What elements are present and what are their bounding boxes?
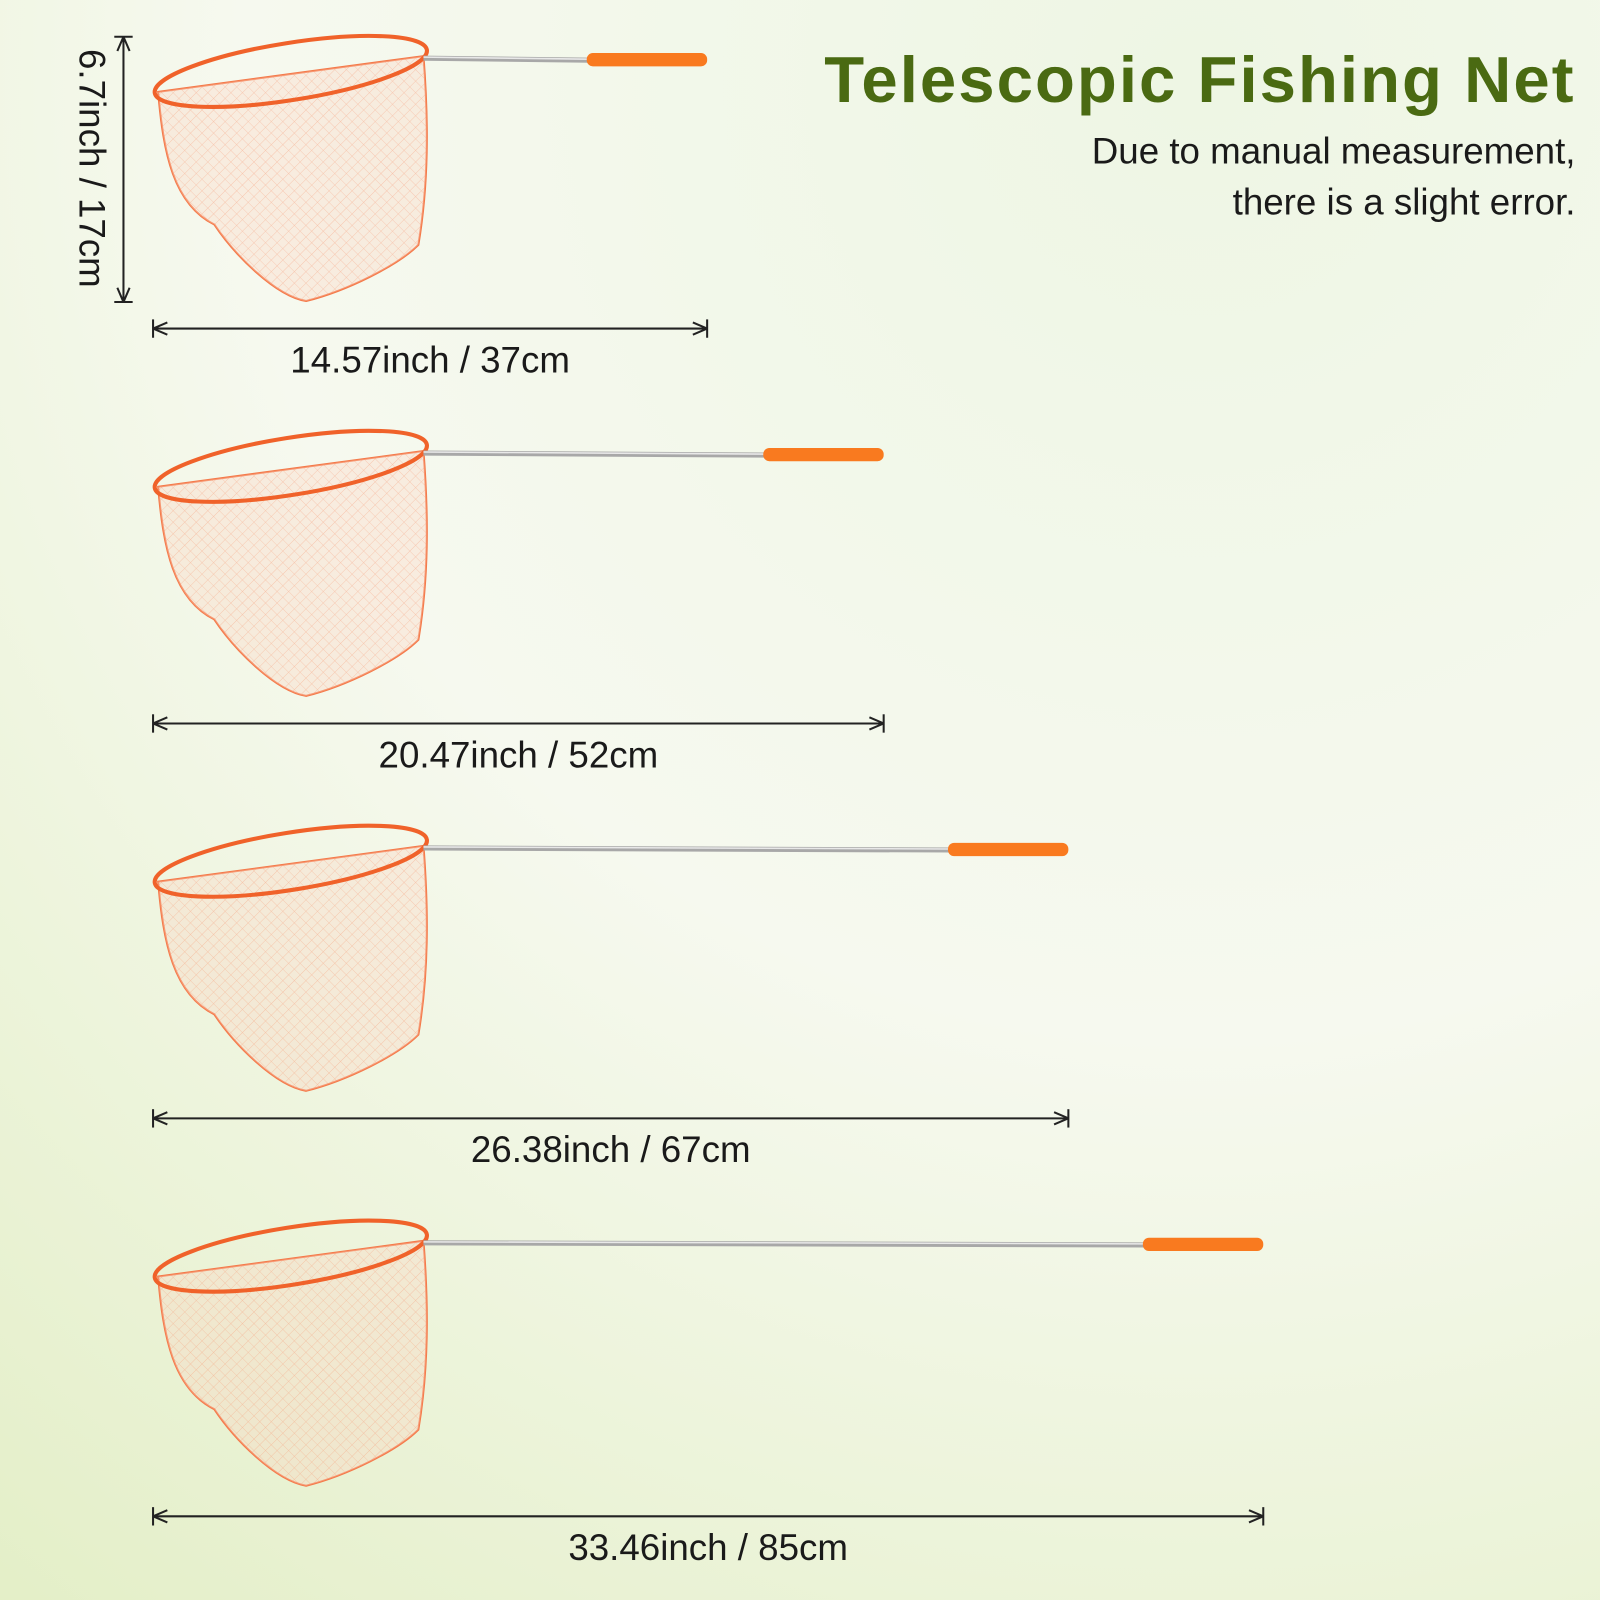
net-bag [157,1239,428,1487]
height-label: 6.7inch / 17cm [72,49,113,288]
dimension-arrows [152,321,708,336]
net-bag-tint [158,845,427,1091]
grip [1142,1237,1264,1252]
net-rim [152,33,429,109]
dimension-arrows [152,716,885,731]
dimension-arrows [152,1509,1264,1524]
net-rim [152,823,429,899]
height-dimension [114,35,133,304]
net-rim [152,1218,429,1294]
grip [947,842,1069,857]
length-label: 20.47inch / 52cm [379,734,659,775]
pole-shine [423,846,952,850]
pole-shine [423,56,590,60]
grip [763,447,884,462]
net-bag-tint [158,56,427,302]
pole [423,1240,1146,1248]
net-bag-tint [158,1240,427,1486]
net-rim [152,428,429,504]
net-bag-tint [158,451,427,696]
fishing-net [152,428,884,697]
title: Telescopic Fishing Net [824,43,1575,116]
length-label: 33.46inch / 85cm [568,1527,848,1568]
net-bag [157,844,428,1092]
net-bag [157,54,428,303]
pole-shine [423,1241,1146,1245]
length-label: 26.38inch / 67cm [471,1129,751,1170]
pole-shine [423,451,767,455]
fishing-net [152,1218,1264,1487]
net-bag [157,449,428,697]
note-line: there is a slight error. [1233,181,1576,222]
pole [423,450,767,458]
note-line: Due to manual measurement, [1092,130,1576,171]
dimension-arrows [152,1111,1069,1126]
length-label: 14.57inch / 37cm [290,339,570,380]
fishing-net [152,823,1069,1092]
pole [423,55,590,63]
fishing-net [152,33,708,303]
pole [423,845,952,853]
grip [586,53,708,67]
